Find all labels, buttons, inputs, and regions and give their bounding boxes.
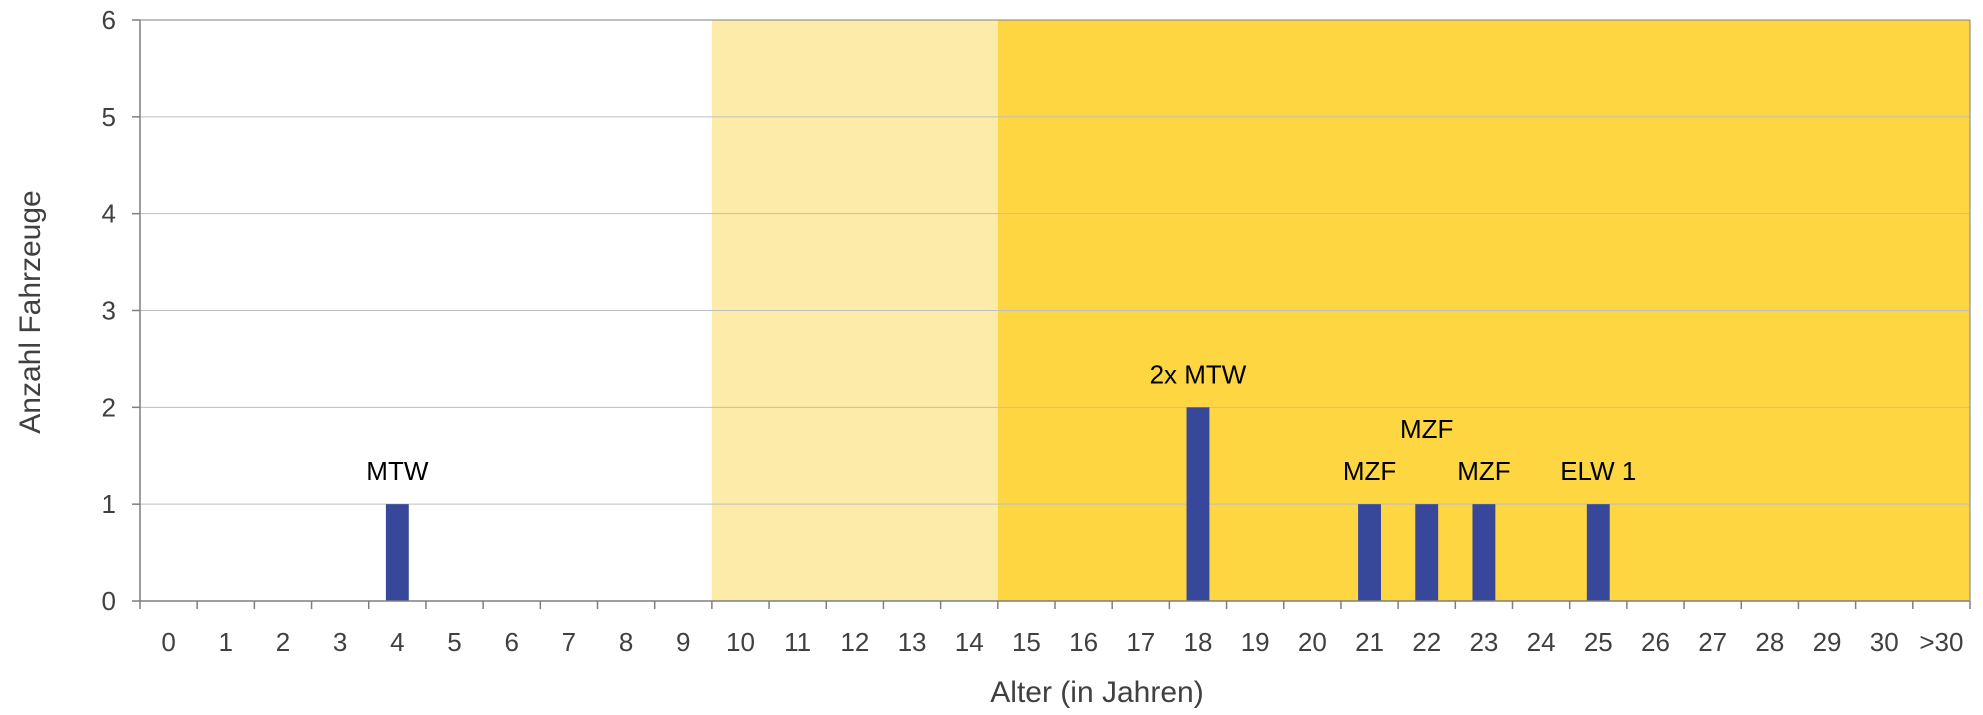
- bar-label-22: MZF: [1400, 414, 1453, 444]
- bar-21: [1358, 504, 1381, 601]
- axes: [132, 19, 1971, 609]
- x-tick-label: 28: [1755, 627, 1784, 657]
- bar-label-18: 2x MTW: [1150, 359, 1247, 389]
- x-tick-label: 14: [955, 627, 984, 657]
- y-tick-label: 2: [102, 392, 116, 422]
- x-tick-label: 27: [1698, 627, 1727, 657]
- x-tick-labels: 0 1 2 3 4 5 6 7 8 9 10 11 12 13 14 15 16 17 18 19 20 21 22 23 24…: [161, 627, 1963, 657]
- x-tick-label: 26: [1641, 627, 1670, 657]
- y-tick-label: 1: [102, 489, 116, 519]
- x-tick-label: 23: [1469, 627, 1498, 657]
- x-tick-label: 3: [333, 627, 347, 657]
- bar-18: [1186, 407, 1210, 601]
- bar-label-21: MZF: [1343, 456, 1396, 486]
- x-tick-label: 7: [562, 627, 576, 657]
- x-tick-label: 2: [276, 627, 290, 657]
- bar-label-23: MZF: [1457, 456, 1510, 486]
- bar-25: [1586, 504, 1610, 601]
- x-tick-label: 9: [676, 627, 690, 657]
- x-tick-label: 30: [1870, 627, 1899, 657]
- x-tick-label: 8: [619, 627, 633, 657]
- x-tick-label: 1: [219, 627, 233, 657]
- x-tick-label: 20: [1298, 627, 1327, 657]
- x-tick-label: 17: [1126, 627, 1155, 657]
- x-tick-label: 19: [1241, 627, 1270, 657]
- x-tick-label: 0: [161, 627, 175, 657]
- y-tick-labels: 0 1 2 3 4 5 6: [102, 5, 116, 616]
- y-tick-label: 4: [102, 199, 116, 229]
- x-tick-label: 15: [1012, 627, 1041, 657]
- bar-23: [1472, 504, 1496, 601]
- x-tick-label: 11: [784, 627, 811, 657]
- x-tick-label: 29: [1813, 627, 1842, 657]
- bar-22: [1415, 504, 1439, 601]
- y-axis-title: Anzahl Fahrzeuge: [14, 190, 47, 434]
- x-tick-label: 18: [1184, 627, 1213, 657]
- y-tick-label: 3: [102, 296, 116, 326]
- y-tick-label: 5: [102, 102, 116, 132]
- bars: [385, 407, 1610, 601]
- x-tick-label: 4: [390, 627, 404, 657]
- x-tick-label: 22: [1412, 627, 1441, 657]
- x-tick-label: 12: [840, 627, 869, 657]
- x-tick-label: 6: [504, 627, 518, 657]
- x-axis-title: Alter (in Jahren): [990, 676, 1203, 709]
- x-tick-label: >30: [1919, 627, 1963, 657]
- bar-label-4: MTW: [366, 456, 429, 486]
- bar-4: [385, 504, 409, 601]
- x-tick-label: 25: [1584, 627, 1613, 657]
- y-tick-label: 0: [102, 586, 116, 616]
- x-tick-label: 24: [1527, 627, 1556, 657]
- x-tick-label: 13: [898, 627, 927, 657]
- x-tick-label: 5: [447, 627, 461, 657]
- bar-label-25: ELW 1: [1560, 456, 1636, 486]
- x-tick-label: 21: [1355, 627, 1384, 657]
- y-tick-label: 6: [102, 5, 116, 35]
- x-tick-label: 16: [1069, 627, 1098, 657]
- x-tick-label: 10: [726, 627, 755, 657]
